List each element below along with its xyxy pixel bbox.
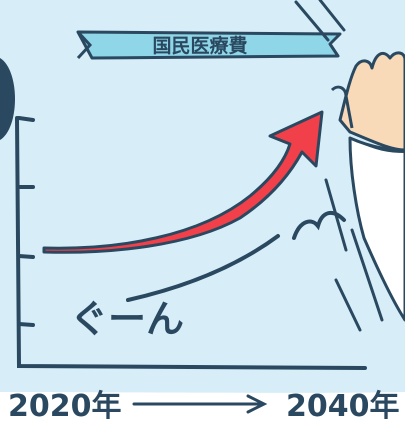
left-edge-shape — [0, 58, 15, 140]
banner-title: 国民医療費 — [152, 34, 247, 57]
axis-start-label: 2020年 — [8, 389, 122, 424]
coat-sleeve — [348, 136, 405, 322]
background-panel — [0, 0, 405, 393]
hand-lettering-stroke — [292, 210, 346, 240]
trend-arrow — [42, 110, 324, 254]
title-banner: 国民医療費 — [76, 30, 342, 60]
axis-end-label: 2040年 — [286, 389, 400, 424]
time-arrow — [132, 394, 268, 414]
chart-axes — [15, 116, 367, 370]
flourish-line — [126, 234, 280, 302]
annotation-text: ぐーん — [70, 297, 184, 341]
